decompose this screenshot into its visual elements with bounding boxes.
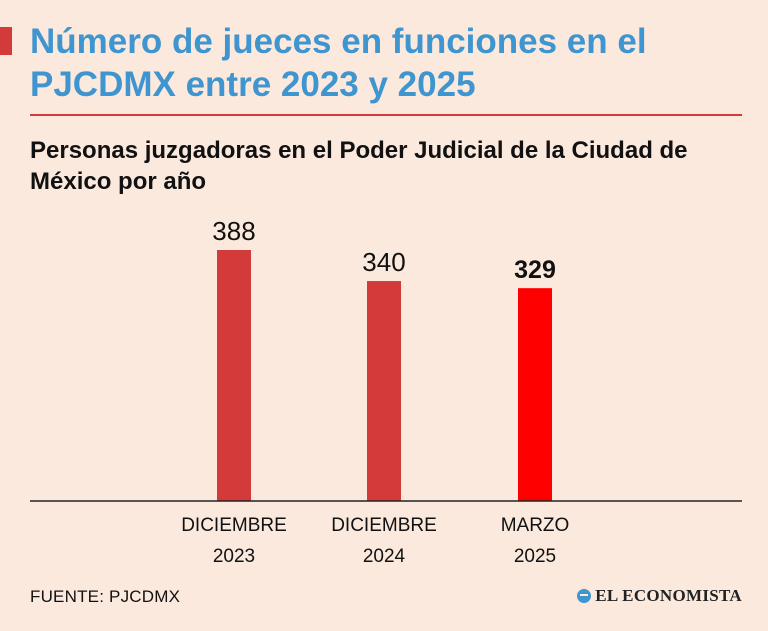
x-tick-label-1-0: DICIEMBRE — [331, 515, 437, 536]
source-note: FUENTE: PJCDMX — [30, 587, 181, 606]
x-tick-label-0-0: DICIEMBRE — [181, 515, 287, 536]
bar-1 — [367, 281, 401, 501]
bar-0 — [217, 250, 251, 501]
publisher-logo: EL ECONOMISTA — [577, 586, 742, 606]
chart-title: Número de jueces en funciones en el PJCD… — [30, 22, 647, 104]
bar-2 — [518, 288, 552, 501]
title-divider — [30, 114, 742, 116]
data-label-2: 329 — [514, 256, 556, 284]
x-tick-label-2-0: MARZO — [501, 515, 570, 536]
title-accent-bar — [0, 27, 12, 55]
data-label-0: 388 — [212, 216, 255, 246]
logo-text: EL ECONOMISTA — [595, 586, 742, 605]
x-tick-label-0-1: 2023 — [213, 546, 255, 567]
chart-subtitle: Personas juzgadoras en el Poder Judicial… — [30, 137, 688, 195]
x-tick-label-1-1: 2024 — [363, 546, 406, 567]
x-tick-label-2-1: 2025 — [514, 546, 556, 567]
logo-icon — [577, 589, 592, 603]
data-label-1: 340 — [362, 247, 405, 277]
